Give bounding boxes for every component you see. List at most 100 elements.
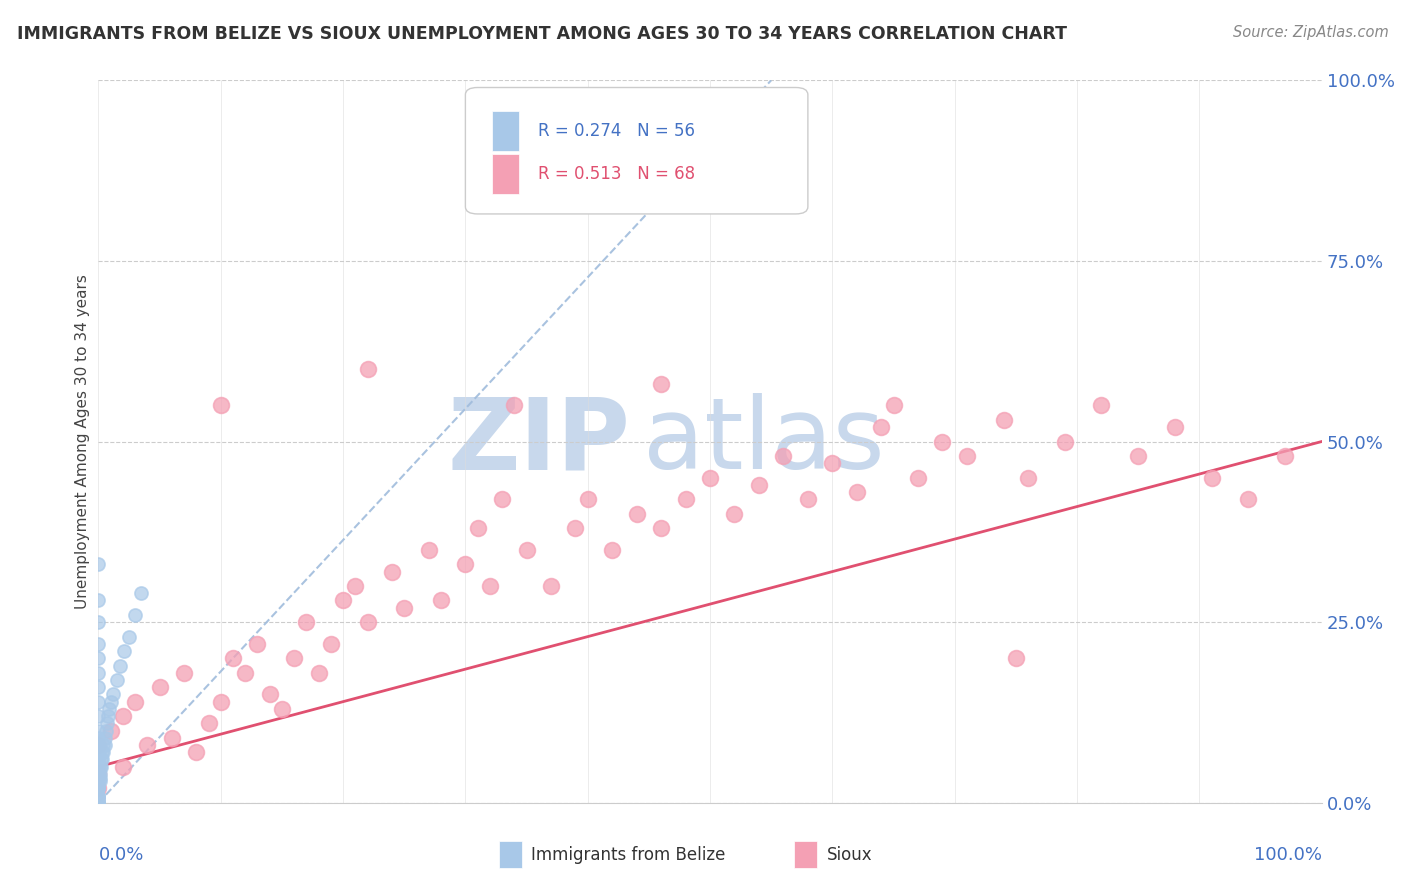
Text: R = 0.513   N = 68: R = 0.513 N = 68 [537,165,695,183]
FancyBboxPatch shape [492,154,519,194]
Point [87,709,110,723]
Point [883,398,905,412]
Point [97,709,120,723]
Point [87,774,110,789]
Point [87,680,110,694]
Point [356,362,378,376]
Point [91,745,114,759]
Point [907,470,929,484]
Point [87,781,110,796]
Point [94,723,117,738]
Point [91,752,114,766]
Point [222,651,245,665]
Point [197,716,219,731]
Point [87,789,110,803]
Point [1004,651,1026,665]
Point [233,665,256,680]
Point [87,767,110,781]
Point [209,398,232,412]
Point [160,731,183,745]
Y-axis label: Unemployment Among Ages 30 to 34 years: Unemployment Among Ages 30 to 34 years [75,274,90,609]
Point [111,760,134,774]
Point [392,600,416,615]
Point [650,521,672,535]
Point [467,521,489,535]
Text: ZIP: ZIP [447,393,630,490]
Point [87,615,110,630]
Point [90,752,112,766]
Point [1090,398,1112,412]
Point [283,651,305,665]
Point [101,687,124,701]
Point [91,738,114,752]
Point [89,767,111,781]
Point [87,593,110,607]
Point [87,792,110,806]
Point [89,774,111,789]
Point [96,716,118,731]
Text: Sioux: Sioux [827,846,872,863]
Point [87,781,110,796]
Point [100,723,122,738]
Point [821,456,844,470]
Point [87,738,110,752]
Point [87,781,110,796]
Point [356,615,378,630]
Point [89,771,111,785]
Point [91,745,114,759]
Point [110,658,132,673]
Point [87,738,110,752]
Point [87,781,110,796]
Point [87,796,110,810]
Point [87,651,110,665]
Point [931,434,953,449]
Point [118,630,141,644]
Point [87,792,110,806]
Point [87,745,110,759]
Point [124,607,146,622]
Point [87,752,110,766]
Point [87,789,110,803]
Point [87,558,110,572]
Point [105,673,128,687]
Point [478,579,501,593]
Point [748,478,770,492]
Text: Immigrants from Belize: Immigrants from Belize [531,846,725,863]
Text: Source: ZipAtlas.com: Source: ZipAtlas.com [1233,25,1389,40]
Point [1274,449,1296,463]
Point [870,420,893,434]
Point [723,507,745,521]
Point [87,723,110,738]
Point [418,542,440,557]
Point [1128,449,1150,463]
Point [319,637,342,651]
Text: IMMIGRANTS FROM BELIZE VS SIOUX UNEMPLOYMENT AMONG AGES 30 TO 34 YEARS CORRELATI: IMMIGRANTS FROM BELIZE VS SIOUX UNEMPLOY… [17,25,1067,43]
Point [993,413,1015,427]
Point [173,665,195,680]
Point [87,774,110,789]
Point [87,760,110,774]
Point [626,507,648,521]
Point [564,521,586,535]
FancyBboxPatch shape [465,87,808,214]
Point [1164,420,1187,434]
Point [1237,492,1260,507]
Point [90,760,112,774]
Point [600,542,623,557]
Point [112,644,135,658]
Point [87,767,110,781]
Point [576,492,599,507]
Text: atlas: atlas [643,393,884,490]
Text: 0.0%: 0.0% [98,847,143,864]
Point [699,470,721,484]
Text: 100.0%: 100.0% [1254,847,1322,864]
Point [381,565,404,579]
Point [100,695,122,709]
Point [87,731,110,745]
Point [956,449,979,463]
Point [246,637,269,651]
Point [87,796,110,810]
Point [93,738,115,752]
Point [772,449,794,463]
Point [1017,470,1039,484]
